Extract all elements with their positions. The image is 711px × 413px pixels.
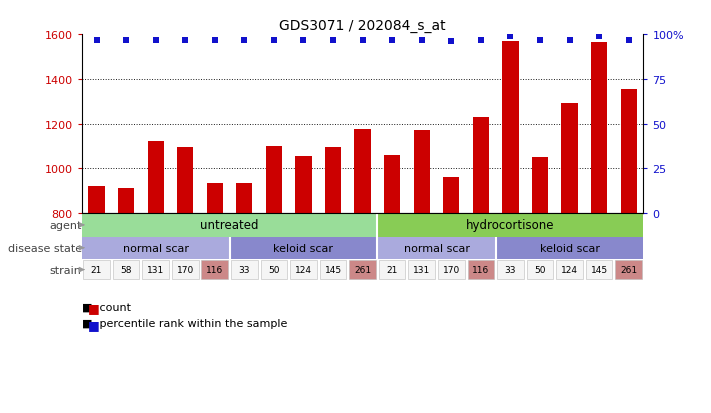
Bar	[591, 43, 607, 214]
Bar	[438, 260, 464, 280]
Text: 124: 124	[561, 266, 578, 274]
Text: strain: strain	[50, 265, 82, 275]
Text: untreated: untreated	[201, 219, 259, 232]
Bar	[201, 260, 228, 280]
Text: 33: 33	[239, 266, 250, 274]
Bar	[468, 260, 494, 280]
Text: normal scar: normal scar	[123, 243, 188, 253]
Bar	[118, 189, 134, 214]
Bar	[586, 260, 612, 280]
Bar	[295, 157, 311, 214]
Bar	[230, 237, 378, 259]
Bar	[148, 142, 164, 214]
Bar	[497, 260, 524, 280]
Bar	[532, 158, 548, 214]
Text: 131: 131	[147, 266, 164, 274]
Text: keloid scar: keloid scar	[274, 243, 333, 253]
Bar	[231, 260, 257, 280]
Bar	[443, 178, 459, 214]
Bar	[236, 183, 252, 214]
Bar	[88, 187, 105, 214]
Bar	[82, 237, 230, 259]
Text: 170: 170	[443, 266, 460, 274]
Bar	[349, 260, 376, 280]
Text: 261: 261	[620, 266, 637, 274]
Bar	[473, 118, 489, 214]
Bar	[266, 147, 282, 214]
Text: ■  percentile rank within the sample: ■ percentile rank within the sample	[82, 318, 287, 328]
Bar	[82, 214, 378, 237]
Bar	[261, 260, 287, 280]
Bar	[621, 90, 637, 214]
Text: ■  count: ■ count	[82, 301, 131, 311]
Text: hydrocortisone: hydrocortisone	[466, 219, 555, 232]
Bar	[496, 237, 643, 259]
Bar	[562, 104, 577, 214]
Bar	[378, 214, 643, 237]
Bar	[378, 237, 496, 259]
Bar	[172, 260, 198, 280]
Bar	[83, 260, 109, 280]
Text: 116: 116	[472, 266, 489, 274]
Bar	[616, 260, 642, 280]
Bar	[379, 260, 405, 280]
Text: 58: 58	[120, 266, 132, 274]
Text: 145: 145	[324, 266, 341, 274]
Bar	[207, 183, 223, 214]
Text: 50: 50	[268, 266, 279, 274]
Bar	[142, 260, 169, 280]
Text: 261: 261	[354, 266, 371, 274]
Bar	[414, 131, 430, 214]
Text: disease state: disease state	[8, 243, 82, 253]
Bar	[502, 42, 518, 214]
Bar	[177, 148, 193, 214]
Text: agent: agent	[49, 221, 82, 230]
Text: 145: 145	[591, 266, 608, 274]
Text: 116: 116	[206, 266, 223, 274]
Bar	[320, 260, 346, 280]
Bar	[355, 130, 370, 214]
Text: ■: ■	[87, 301, 100, 314]
Bar	[113, 260, 139, 280]
Text: 50: 50	[534, 266, 546, 274]
Text: 21: 21	[387, 266, 398, 274]
Bar	[325, 148, 341, 214]
Bar	[384, 156, 400, 214]
Text: 124: 124	[295, 266, 312, 274]
Text: 21: 21	[91, 266, 102, 274]
Title: GDS3071 / 202084_s_at: GDS3071 / 202084_s_at	[279, 19, 446, 33]
Text: 33: 33	[505, 266, 516, 274]
Bar	[408, 260, 435, 280]
Bar	[290, 260, 317, 280]
Bar	[527, 260, 553, 280]
Text: keloid scar: keloid scar	[540, 243, 599, 253]
Text: 131: 131	[413, 266, 430, 274]
Text: ■: ■	[87, 318, 100, 331]
Text: normal scar: normal scar	[404, 243, 469, 253]
Text: 170: 170	[176, 266, 194, 274]
Bar	[556, 260, 583, 280]
